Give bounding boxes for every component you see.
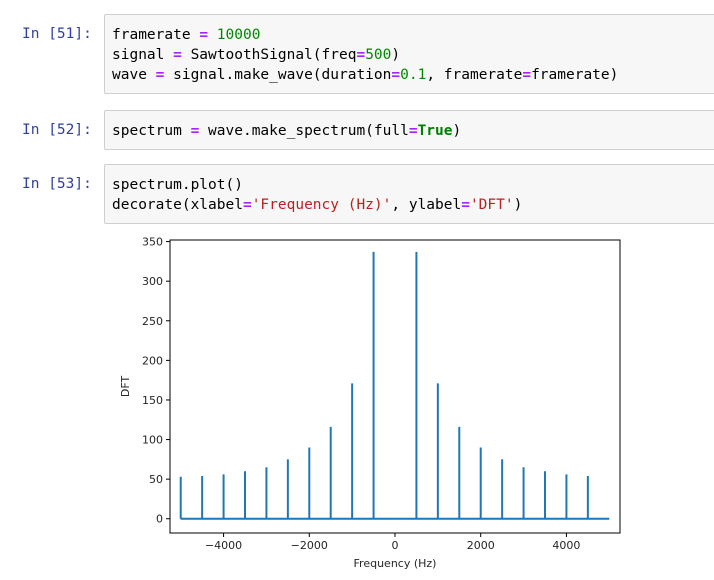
y-axis-label: DFT: [119, 376, 132, 398]
code-token: spectrum: [112, 123, 191, 139]
x-axis-label: Frequency (Hz): [354, 557, 437, 570]
code-token: =: [173, 47, 182, 63]
code-token: 0.1: [400, 67, 427, 83]
code-token: [208, 27, 217, 43]
code-token: ): [452, 123, 462, 139]
code-token: ): [391, 47, 401, 63]
code-token: =: [242, 197, 252, 213]
cell-prompt: In [52]:: [22, 122, 92, 138]
code-token: decorate(xlabel: [112, 197, 243, 213]
code-line: wave = signal.make_wave(duration=0.1, fr…: [112, 65, 618, 85]
code-line: framerate = 10000: [112, 25, 260, 45]
code-token: framerate: [112, 27, 200, 43]
code-token: =: [408, 123, 418, 139]
code-input-area[interactable]: spectrum.plot() decorate(xlabel='Frequen…: [104, 164, 714, 224]
code-token: framerate): [531, 67, 619, 83]
code-token: wave: [112, 67, 156, 83]
axes-frame: [169, 239, 621, 534]
x-tick-label: 4000: [552, 539, 580, 552]
code-token: spectrum.plot(): [112, 177, 243, 193]
code-token: True: [417, 123, 453, 139]
code-token: SawtoothSignal(freq: [181, 47, 357, 63]
code-token: =: [522, 67, 532, 83]
x-tick-label: 2000: [467, 539, 495, 552]
x-tick-label: −4000: [205, 539, 242, 552]
code-token: wave.make_spectrum(full: [199, 123, 409, 139]
y-tick-label: 200: [142, 354, 163, 367]
code-cell-51[interactable]: In [51]: framerate = 10000 signal = Sawt…: [0, 14, 714, 94]
code-cell-52[interactable]: In [52]: spectrum = wave.make_spectrum(f…: [0, 110, 714, 150]
code-token: 'DFT': [469, 197, 514, 213]
code-token: 500: [365, 47, 392, 63]
y-tick-label: 50: [149, 473, 163, 486]
code-token: , ylabel: [391, 197, 462, 213]
y-tick-label: 250: [142, 315, 163, 328]
code-token: =: [199, 27, 209, 43]
code-token: =: [356, 47, 366, 63]
y-tick-label: 150: [142, 394, 163, 407]
code-token: ): [513, 197, 523, 213]
code-token: signal.make_wave(duration: [164, 67, 392, 83]
cell-prompt: In [51]:: [22, 26, 92, 42]
code-line: signal = SawtoothSignal(freq=500): [112, 45, 400, 65]
code-token: , framerate: [426, 67, 523, 83]
y-tick-label: 300: [142, 275, 163, 288]
x-tick-label: −2000: [291, 539, 328, 552]
code-token: =: [155, 67, 165, 83]
cell-output: −4000 −2000 0 2000 4000 0 50 100 150 200 250 300 350…: [112, 232, 632, 576]
code-line: spectrum = wave.make_spectrum(full=True): [112, 121, 461, 141]
code-token: 10000: [216, 27, 261, 43]
code-input-area[interactable]: spectrum = wave.make_spectrum(full=True): [104, 110, 714, 150]
spectrum-plot: −4000 −2000 0 2000 4000 0 50 100 150 200 250 300 350…: [119, 236, 621, 570]
code-token: signal: [112, 47, 174, 63]
code-line: decorate(xlabel='Frequency (Hz)', ylabel…: [112, 195, 522, 215]
code-token: =: [190, 123, 200, 139]
code-token: =: [391, 67, 401, 83]
code-token: =: [461, 197, 470, 213]
x-tick-label: 0: [392, 539, 399, 552]
code-line: spectrum.plot(): [112, 175, 243, 195]
y-tick-label: 100: [142, 434, 163, 447]
y-tick-label: 0: [156, 513, 163, 526]
y-tick-label: 350: [142, 236, 163, 249]
code-cell-53[interactable]: In [53]: spectrum.plot() decorate(xlabel…: [0, 164, 714, 224]
cell-prompt: In [53]:: [22, 176, 92, 192]
code-token: 'Frequency (Hz)': [251, 197, 392, 213]
code-input-area[interactable]: framerate = 10000 signal = SawtoothSigna…: [104, 14, 714, 94]
